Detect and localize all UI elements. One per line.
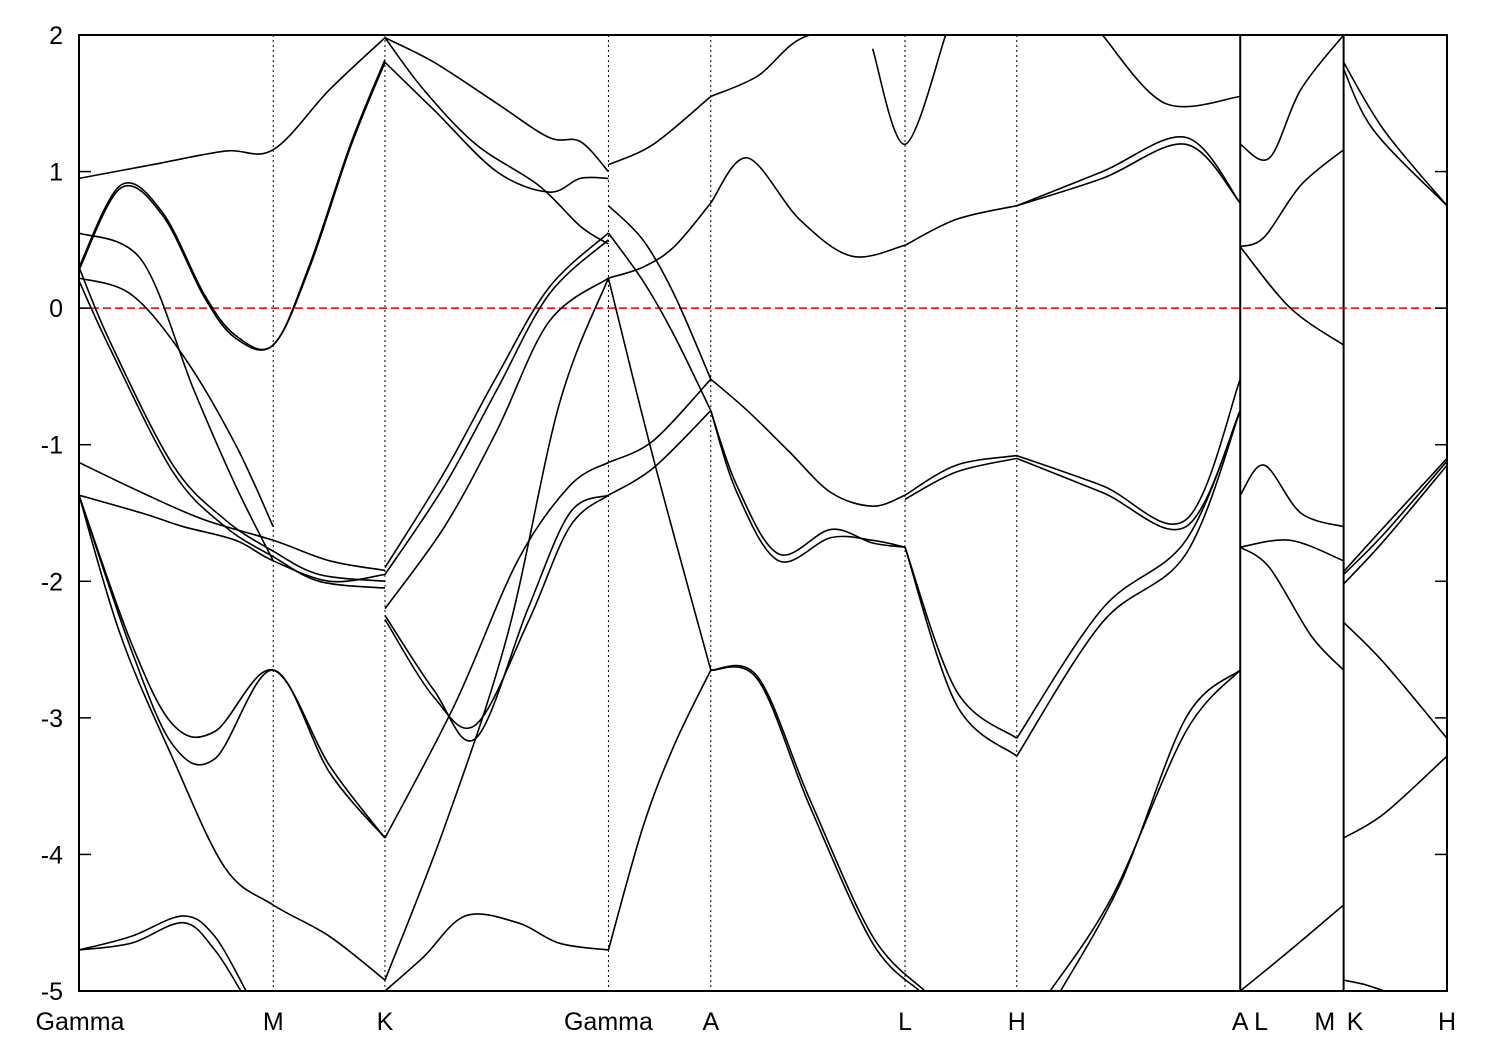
x-tick-label-3: Gamma: [564, 1008, 653, 1036]
x-tick-label-1: M: [263, 1008, 284, 1036]
band-0: [79, 277, 274, 528]
band-51: [1016, 143, 1241, 207]
band-7: [79, 461, 386, 572]
band-41: [904, 457, 1017, 501]
band-19: [384, 461, 609, 839]
band-57: [1239, 149, 1345, 248]
y-tick-label-2: 0: [49, 295, 63, 323]
x-tick-label-0: Gamma: [36, 1008, 125, 1036]
band-61: [1239, 904, 1345, 991]
band-15: [384, 239, 609, 575]
band-32: [607, 669, 712, 951]
band-55: [1239, 35, 1345, 161]
band-43: [904, 546, 1018, 757]
band-4: [79, 59, 386, 351]
x-tick-label-6: H: [1008, 1008, 1026, 1036]
band-14: [384, 232, 609, 569]
band-38: [710, 666, 921, 991]
x-tick-label-11: H: [1438, 1008, 1456, 1036]
band-5: [79, 61, 386, 351]
band-28: [608, 378, 712, 464]
band-31: [608, 95, 712, 166]
frame-layer: [78, 34, 1448, 992]
y-tick-label-1: 1: [49, 159, 63, 187]
band-54: [1101, 35, 1241, 108]
band-13: [79, 921, 242, 991]
band-20: [384, 277, 610, 981]
band-16: [384, 277, 609, 610]
band-58: [1239, 464, 1344, 528]
band-50: [1016, 135, 1241, 207]
band-36: [710, 157, 906, 258]
band-46: [1016, 378, 1241, 525]
x-ticks-layer: Gamma M K Gamma A L H A L M K H: [36, 1008, 1456, 1036]
band-21: [384, 913, 609, 991]
band-27: [608, 202, 712, 279]
x-tick-label-8: L: [1254, 1008, 1268, 1036]
band-26: [607, 232, 712, 411]
x-tick-label-9: M: [1314, 1008, 1335, 1036]
band-68: [1342, 68, 1447, 207]
band-66: [1343, 755, 1447, 839]
band-17: [384, 494, 609, 730]
bands-layer: [79, 35, 1447, 991]
band-37: [710, 664, 926, 991]
y-tick-label-3: -1: [41, 432, 63, 460]
y-tick-label-5: -3: [41, 705, 63, 733]
band-6: [79, 37, 386, 180]
band-9: [79, 494, 386, 839]
x-tick-label-2: K: [377, 1008, 394, 1036]
band-67: [1342, 61, 1447, 207]
y-tick-label-6: -4: [41, 841, 63, 869]
band-24: [384, 37, 609, 245]
y-ticks-layer: 2 1 0 -1 -2 -3 -4 -5: [41, 22, 1447, 1006]
band-11: [79, 494, 386, 981]
x-tick-label-5: L: [898, 1008, 912, 1036]
x-tick-label-10: K: [1347, 1008, 1364, 1036]
y-tick-label-7: -5: [41, 978, 63, 1006]
band-40: [904, 454, 1017, 496]
band-18: [384, 494, 609, 742]
y-tick-label-4: -2: [41, 568, 63, 596]
band-45: [871, 35, 947, 146]
band-59: [1240, 539, 1344, 562]
band-22: [384, 36, 609, 173]
band-2: [79, 266, 386, 583]
band-39: [710, 35, 905, 98]
band-52: [1059, 669, 1241, 991]
band-42: [904, 546, 1018, 739]
band-3: [79, 232, 274, 562]
band-56: [1239, 246, 1345, 346]
band-48: [1016, 410, 1241, 739]
band-44: [904, 204, 1017, 247]
band-65: [1343, 621, 1447, 739]
band-30: [607, 277, 712, 671]
band-10: [79, 494, 386, 839]
band-8: [79, 494, 386, 583]
kpoint-lines-layer: [272, 35, 1345, 991]
band-1: [79, 280, 386, 589]
plot-frame: [78, 34, 1448, 992]
band-63: [1343, 460, 1447, 576]
band-62: [1343, 457, 1447, 573]
band-29: [607, 410, 712, 496]
band-25: [607, 205, 712, 380]
band-60: [1239, 546, 1345, 671]
band-34: [710, 410, 906, 556]
band-35: [710, 410, 906, 563]
band-64: [1343, 464, 1447, 585]
band-23: [384, 61, 609, 193]
band-33: [710, 378, 906, 508]
y-tick-label-0: 2: [49, 22, 63, 50]
band-53: [1049, 669, 1241, 991]
x-tick-label-7: A: [1232, 1008, 1249, 1036]
band-69: [1343, 979, 1385, 991]
band-12: [79, 915, 247, 991]
x-tick-label-4: A: [702, 1008, 719, 1036]
band-49: [1016, 410, 1241, 757]
